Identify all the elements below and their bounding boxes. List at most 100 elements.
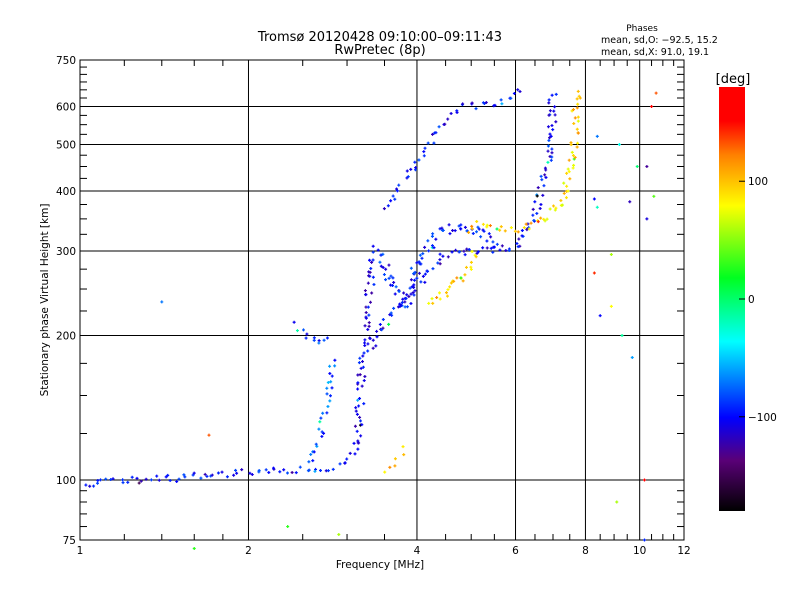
isolated-data-point <box>598 314 602 318</box>
data-point <box>463 253 467 257</box>
data-point <box>431 267 435 271</box>
data-point <box>328 364 332 368</box>
data-point <box>572 122 576 126</box>
data-point <box>485 225 489 229</box>
data-point <box>383 470 387 474</box>
isolated-data-point <box>650 105 654 109</box>
data-point <box>554 120 558 124</box>
data-point <box>507 249 511 253</box>
data-point <box>495 242 499 246</box>
data-point <box>553 105 557 109</box>
data-point <box>232 473 236 477</box>
data-point <box>492 104 496 108</box>
data-point <box>362 351 366 355</box>
data-point <box>358 415 362 419</box>
data-point <box>378 260 382 264</box>
data-point <box>554 206 558 210</box>
data-point <box>489 246 493 250</box>
data-point <box>458 250 462 254</box>
plot-frame <box>79 59 685 541</box>
data-point <box>515 242 519 246</box>
data-point <box>149 478 153 482</box>
data-point <box>535 194 539 198</box>
data-point <box>392 306 396 310</box>
data-point <box>362 402 366 406</box>
data-point <box>431 232 435 236</box>
data-point <box>475 230 479 234</box>
data-point <box>312 338 316 342</box>
data-point <box>431 132 435 136</box>
data-point <box>357 361 361 365</box>
data-point <box>535 211 539 215</box>
data-point <box>319 416 323 420</box>
data-point <box>430 297 434 301</box>
data-point <box>314 442 318 446</box>
data-point <box>464 265 468 269</box>
data-point <box>420 256 424 260</box>
data-point <box>391 194 395 198</box>
data-point <box>461 102 465 106</box>
data-point <box>257 470 261 474</box>
data-point <box>357 404 361 408</box>
data-point <box>407 295 411 299</box>
data-point <box>386 204 390 208</box>
data-point <box>562 191 566 195</box>
data-point <box>356 439 360 443</box>
data-point <box>360 384 364 388</box>
data-point <box>282 468 286 472</box>
data-point <box>546 125 550 129</box>
data-point <box>371 338 375 342</box>
data-point <box>371 244 375 248</box>
data-point <box>443 122 447 126</box>
data-point <box>384 278 388 282</box>
data-point <box>381 318 385 322</box>
data-point <box>414 166 418 170</box>
data-point <box>571 154 575 158</box>
data-point <box>503 229 507 233</box>
data-point <box>320 434 324 438</box>
data-point <box>298 465 302 469</box>
data-point <box>304 336 308 340</box>
data-point <box>418 253 422 257</box>
data-point <box>576 89 580 93</box>
data-point <box>559 198 563 202</box>
isolated-data-point <box>286 525 290 529</box>
isolated-data-point <box>337 533 341 537</box>
data-point <box>553 113 557 117</box>
data-point <box>397 183 401 187</box>
y-axis-label: Stationary phase Virtual Height [km] <box>39 204 51 397</box>
data-point <box>491 245 495 249</box>
data-point <box>320 430 324 434</box>
data-point <box>363 374 367 378</box>
y-tick-label: 100 <box>56 475 76 487</box>
isolated-data-point <box>654 91 658 95</box>
data-point <box>139 479 143 483</box>
data-point <box>467 248 471 252</box>
data-point <box>367 258 371 262</box>
data-point <box>489 235 493 239</box>
data-point <box>338 462 342 466</box>
data-point <box>155 474 159 478</box>
y-tick-label: 400 <box>56 186 76 198</box>
data-point <box>538 207 542 211</box>
data-point <box>387 263 391 267</box>
data-point <box>400 301 404 305</box>
data-point <box>438 252 442 256</box>
data-point <box>576 131 580 135</box>
data-point <box>448 232 452 236</box>
data-point <box>417 271 421 275</box>
y-tick-labels: 75 100 200 300 400 500 600 750 <box>56 55 76 547</box>
data-point <box>285 471 289 475</box>
data-point <box>183 475 187 479</box>
data-point <box>536 220 540 224</box>
data-point <box>438 258 442 262</box>
data-point <box>405 169 409 173</box>
data-point <box>326 380 330 384</box>
data-point <box>378 322 382 326</box>
data-point <box>402 453 406 457</box>
data-point <box>434 131 438 135</box>
data-point <box>547 113 551 117</box>
data-point <box>479 235 483 239</box>
data-point <box>360 360 364 364</box>
data-point <box>423 272 427 276</box>
